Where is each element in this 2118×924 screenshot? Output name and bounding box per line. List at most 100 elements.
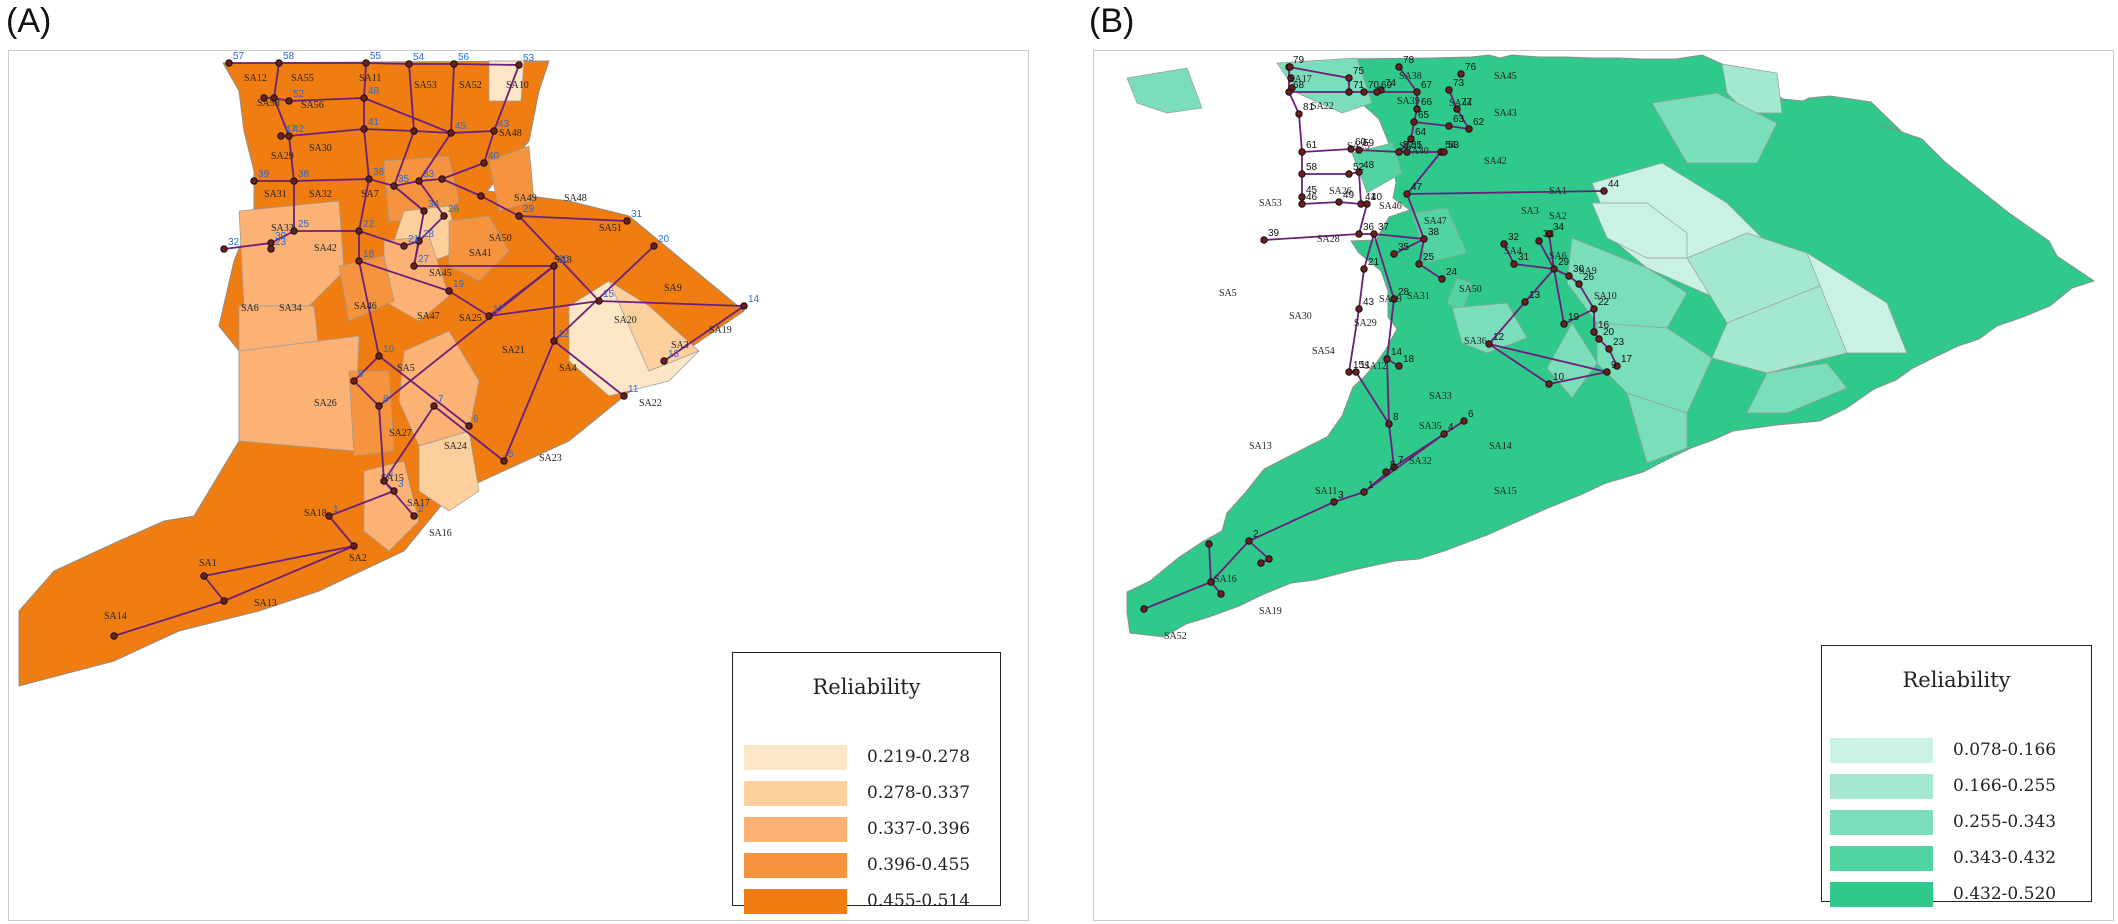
network-node	[290, 177, 298, 185]
network-node	[1510, 260, 1518, 268]
network-node	[1535, 237, 1543, 245]
legend-a: Reliability 0.219-0.278 0.278-0.337 0.337-…	[732, 652, 1001, 914]
network-node	[1590, 305, 1598, 313]
network-node	[1352, 368, 1360, 376]
legend-item: 0.396-0.455	[733, 853, 1000, 881]
node-label: 52	[293, 89, 305, 100]
network-node	[405, 60, 413, 68]
network-node	[1395, 362, 1403, 370]
road-link	[1333, 491, 1365, 503]
road-link	[368, 178, 395, 187]
node-label: 2	[418, 504, 424, 515]
legend-range-label: 0.455-0.514	[867, 891, 971, 911]
node-label: 14	[748, 294, 760, 305]
node-label: 44	[1608, 179, 1620, 190]
road-link	[353, 355, 380, 382]
zone-label: SA2	[349, 553, 367, 564]
zone-label: SA38	[1399, 71, 1422, 82]
node-label: 41	[368, 117, 380, 128]
node-label: 40	[488, 151, 500, 162]
zone-label: SA31	[1407, 291, 1430, 302]
node-label: 10	[383, 344, 395, 355]
node-label: 70	[1368, 80, 1380, 91]
node-label: 19	[1568, 312, 1580, 323]
legend-swatch	[1830, 882, 1933, 907]
network-node	[270, 94, 278, 102]
network-node	[490, 127, 498, 135]
zone-label: SA30	[309, 143, 332, 154]
network-node	[1345, 74, 1353, 82]
network-node	[375, 352, 383, 360]
network-node	[1382, 468, 1390, 476]
network-node	[740, 302, 748, 310]
node-label: 3	[1338, 490, 1344, 501]
zone-label: SA47	[1424, 216, 1447, 227]
legend-range-label: 0.343-0.432	[1953, 848, 2057, 868]
zone-polygon	[1451, 302, 1528, 354]
road-link	[113, 600, 225, 637]
network-node	[1613, 362, 1621, 370]
road-link	[203, 545, 355, 577]
zone-label: SA33	[271, 223, 294, 234]
zone-label: SA27	[389, 428, 412, 439]
network-node	[1373, 88, 1381, 96]
legend-swatch	[1830, 774, 1933, 799]
road-link	[1406, 193, 1425, 240]
network-node	[440, 212, 448, 220]
road-link	[1358, 203, 1368, 235]
network-node	[1360, 88, 1368, 96]
road-link	[203, 575, 225, 602]
zone-polygon	[363, 460, 420, 552]
node-label: 31	[631, 209, 643, 220]
node-label: 18	[363, 249, 375, 260]
network-node	[450, 60, 458, 68]
legend-title: Reliability	[812, 675, 921, 699]
zone-label: SA17	[407, 498, 430, 509]
road-link	[1288, 66, 1350, 79]
road-link	[1373, 233, 1425, 240]
zone-label: SA5	[397, 363, 415, 374]
zone-polygon	[238, 335, 360, 452]
zone-label: SA35	[1419, 421, 1442, 432]
zone-label: SA26	[314, 398, 337, 409]
node-label: 55	[1411, 140, 1423, 151]
network-node	[225, 59, 233, 67]
network-node	[110, 632, 118, 640]
network-node	[390, 487, 398, 495]
network-node	[1453, 105, 1461, 113]
zone-label: SA19	[709, 325, 732, 336]
zone-polygon	[418, 430, 480, 512]
road-link	[518, 215, 600, 302]
road-link	[288, 97, 365, 102]
node-label: 19	[453, 279, 465, 290]
network-node	[390, 182, 398, 190]
network-node	[1413, 105, 1421, 113]
node-label: 47	[1411, 182, 1423, 193]
zone-label: SA28	[1317, 234, 1340, 245]
zone-label: SA1	[199, 558, 217, 569]
zone-label: SA2	[1549, 211, 1567, 222]
node-label: 4	[388, 469, 394, 480]
network-node	[477, 192, 485, 200]
network-node	[1545, 230, 1553, 238]
network-node	[350, 377, 358, 385]
network-node	[1140, 605, 1148, 613]
zone-label: SA41	[469, 248, 492, 259]
network-node	[1298, 193, 1306, 201]
node-label: 32	[228, 237, 240, 248]
legend-item: 0.337-0.396	[733, 817, 1000, 845]
network-node	[1347, 145, 1355, 153]
network-node	[355, 257, 363, 265]
network-node	[1370, 230, 1378, 238]
node-label: 30	[275, 231, 287, 242]
zone-label: SA50	[1459, 284, 1482, 295]
zone-label: SA9	[664, 283, 682, 294]
node-label: 36	[373, 167, 385, 178]
road-link	[383, 480, 415, 517]
zone-label: SA56	[301, 100, 324, 111]
node-label: 1	[333, 504, 339, 515]
network-node	[1457, 70, 1465, 78]
network-node	[1287, 74, 1295, 82]
network-node	[200, 572, 208, 580]
legend-b: Reliability 0.078-0.166 0.166-0.255 0.255-…	[1821, 645, 2092, 907]
